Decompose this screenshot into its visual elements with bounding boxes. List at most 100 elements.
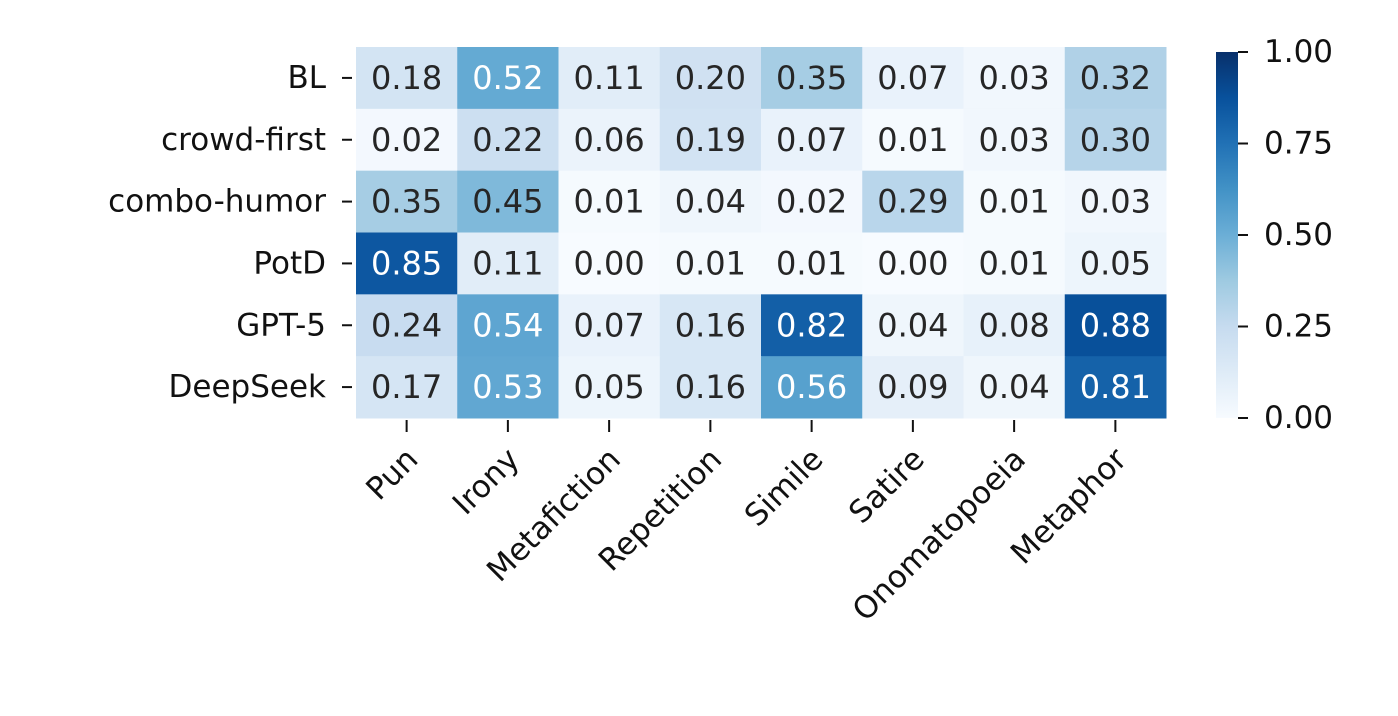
heatmap-cell (963, 170, 1066, 233)
cell-label: 0.02 (371, 121, 442, 159)
heatmap-cell (457, 108, 559, 172)
cell-label: 0.01 (979, 244, 1050, 282)
cell-label: 0.05 (1080, 244, 1151, 282)
y-tick-label: BL (287, 60, 326, 96)
cell-label: 0.03 (979, 121, 1050, 159)
heatmap-cell (1064, 356, 1167, 419)
cell-label: 0.01 (675, 244, 746, 282)
cell-label: 0.17 (371, 368, 442, 406)
cell-label: 0.20 (675, 59, 746, 97)
heatmap-cell (356, 356, 458, 419)
cell-label: 0.03 (979, 59, 1050, 97)
y-tick-label: PotD (253, 245, 326, 281)
cell-label: 0.02 (776, 183, 847, 221)
heatmap-cell (862, 294, 964, 357)
heatmap-cell (356, 294, 458, 357)
heatmap-cell (1064, 47, 1167, 110)
cell-label: 0.07 (574, 306, 645, 344)
cell-label: 0.01 (979, 183, 1050, 221)
cell-label: 0.00 (877, 244, 948, 282)
heatmap-cell (558, 170, 661, 233)
cell-label: 0.03 (1080, 183, 1151, 221)
heatmap-cell (1064, 232, 1167, 295)
cell-label: 0.30 (1080, 121, 1151, 159)
cell-label: 0.19 (675, 121, 746, 159)
cell-label: 0.35 (776, 59, 847, 97)
cell-label: 0.56 (776, 368, 847, 406)
x-tick-label: Onomatopoeia (846, 441, 1033, 628)
cell-label: 0.11 (472, 244, 543, 282)
cell-label: 0.07 (776, 121, 847, 159)
heatmap-cell (659, 108, 762, 172)
cell-label: 0.06 (574, 121, 645, 159)
heatmap-cell (761, 294, 863, 357)
cell-label: 0.01 (776, 244, 847, 282)
heatmap-cell (356, 47, 458, 110)
heatmap-cell (558, 356, 661, 419)
cell-label: 0.35 (371, 183, 442, 221)
heatmap-cell (963, 232, 1066, 295)
heatmap-cell (963, 294, 1066, 357)
cell-label: 0.54 (472, 306, 543, 344)
heatmap-cell (1064, 294, 1167, 357)
heatmap-cell (356, 170, 458, 233)
x-tick-label: Pun (359, 441, 425, 507)
heatmap-cell (761, 170, 863, 233)
cell-label: 0.45 (472, 183, 543, 221)
heatmap-cell (1064, 170, 1167, 233)
heatmap-cell (558, 108, 661, 172)
heatmap-cell (1064, 108, 1167, 172)
colorbar-tick-label: 1.00 (1264, 34, 1333, 70)
cell-label: 0.01 (574, 183, 645, 221)
cell-label: 0.32 (1080, 59, 1151, 97)
heatmap-cell (963, 356, 1066, 419)
y-tick-label: combo-humor (108, 184, 326, 220)
heatmap-cell (457, 356, 559, 419)
cell-label: 0.24 (371, 306, 442, 344)
heatmap-cell (558, 47, 661, 110)
y-tick-label: crowd-first (161, 122, 326, 158)
heatmap-cell (761, 47, 863, 110)
heatmap-cell (457, 232, 559, 295)
heatmap-cell (558, 294, 661, 357)
heatmap-cell (761, 232, 863, 295)
cell-label: 0.82 (776, 306, 847, 344)
x-tick-label: Irony (446, 441, 527, 522)
heatmap-cell (761, 108, 863, 172)
heatmap-cell (862, 356, 964, 419)
cell-label: 0.04 (979, 368, 1050, 406)
colorbar (1216, 52, 1238, 418)
heatmap-cell (457, 47, 559, 110)
x-tick-label: Satire (842, 441, 932, 531)
heatmap-cell (659, 47, 762, 110)
colorbar-tick-label: 0.50 (1264, 217, 1333, 253)
cell-label: 0.04 (675, 183, 746, 221)
cell-label: 0.88 (1080, 306, 1151, 344)
heatmap-cell (356, 108, 458, 172)
heatmap-cell (963, 108, 1066, 172)
cell-label: 0.08 (979, 306, 1050, 344)
cell-label: 0.16 (675, 368, 746, 406)
heatmap-cell (761, 356, 863, 419)
x-tick-label: Simile (738, 441, 830, 533)
heatmap-cell (659, 294, 762, 357)
cell-label: 0.85 (371, 244, 442, 282)
cell-label: 0.22 (472, 121, 543, 159)
heatmap-cell (963, 47, 1066, 110)
colorbar-tick-label: 0.00 (1264, 400, 1333, 436)
cell-label: 0.04 (877, 306, 948, 344)
cell-label: 0.01 (877, 121, 948, 159)
colorbar-tick-label: 0.25 (1264, 309, 1333, 345)
y-tick-label: GPT-5 (236, 307, 326, 343)
heatmap-cell (356, 232, 458, 295)
cell-label: 0.81 (1080, 368, 1151, 406)
cell-label: 0.16 (675, 306, 746, 344)
heatmap-cell (558, 232, 661, 295)
heatmap-cell (862, 108, 964, 172)
cell-label: 0.09 (877, 368, 948, 406)
cell-label: 0.18 (371, 59, 442, 97)
heatmap-cell (659, 170, 762, 233)
heatmap-cell (862, 232, 964, 295)
heatmap-cell (457, 170, 559, 233)
